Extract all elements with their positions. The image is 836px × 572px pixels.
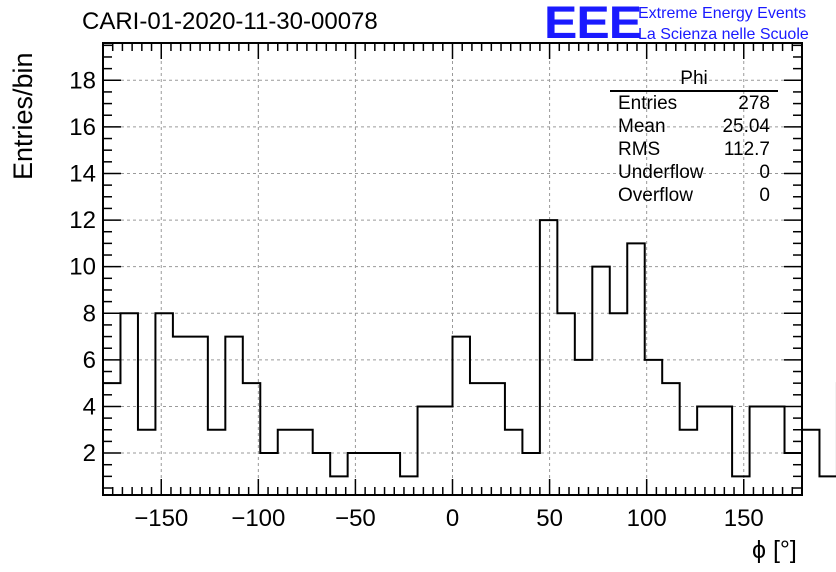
x-tick-label: −150 <box>134 505 188 532</box>
x-tick-label: 150 <box>724 505 764 532</box>
x-tick-labels: −150 −100 −50 0 50 100 150 <box>134 505 764 532</box>
stats-box: Phi Entries 278 Mean 25.04 RMS 112.7 Und… <box>610 68 778 207</box>
plot-frame <box>102 42 803 496</box>
y-tick-labels: 2 4 6 8 10 12 14 16 18 <box>69 67 96 467</box>
y-tick-label: 2 <box>83 440 96 467</box>
logo-line-1: Extreme Energy Events <box>638 5 807 22</box>
stats-value: 278 <box>738 93 770 114</box>
stats-label: RMS <box>618 139 661 160</box>
stats-row-rms: RMS 112.7 <box>610 138 778 161</box>
y-tick-label: 14 <box>69 160 96 187</box>
y-tick-label: 6 <box>83 347 96 374</box>
y-tick-label: 8 <box>83 300 96 327</box>
x-tick-label: 0 <box>446 505 459 532</box>
eee-logo: EEE <box>544 0 642 48</box>
histogram-outline <box>102 219 836 495</box>
stats-label: Underflow <box>618 162 704 183</box>
stats-row-mean: Mean 25.04 <box>610 115 778 138</box>
logo-line-2: La Scienza nelle Scuole <box>638 26 809 43</box>
stats-label: Entries <box>618 93 678 114</box>
y-tick-label: 12 <box>69 207 96 234</box>
stats-row-overflow: Overflow 0 <box>610 184 778 207</box>
y-tick-label: 16 <box>69 114 96 141</box>
x-tick-label: 100 <box>627 505 667 532</box>
y-axis-label: Entries/bin <box>8 52 38 180</box>
y-tick-label: 10 <box>69 254 96 281</box>
plot-title: CARI-01-2020-11-30-00078 <box>82 8 378 35</box>
stats-value: 25.04 <box>722 116 770 137</box>
stats-row-underflow: Underflow 0 <box>610 161 778 184</box>
stats-title: Phi <box>610 68 778 92</box>
stats-value: 112.7 <box>723 139 770 160</box>
x-tick-label: −50 <box>335 505 376 532</box>
stats-value: 0 <box>759 162 770 183</box>
stats-value: 0 <box>759 185 770 206</box>
y-tick-label: 18 <box>69 67 96 94</box>
stats-label: Mean <box>618 116 666 137</box>
stats-row-entries: Entries 278 <box>610 92 778 115</box>
x-tick-label: −100 <box>231 505 285 532</box>
stats-label: Overflow <box>618 185 693 206</box>
y-tick-label: 4 <box>83 393 96 420</box>
x-tick-label: 50 <box>536 505 563 532</box>
x-axis-label: ϕ [°] <box>752 536 797 564</box>
axis-ticks <box>103 43 802 495</box>
grid-lines <box>103 43 802 495</box>
